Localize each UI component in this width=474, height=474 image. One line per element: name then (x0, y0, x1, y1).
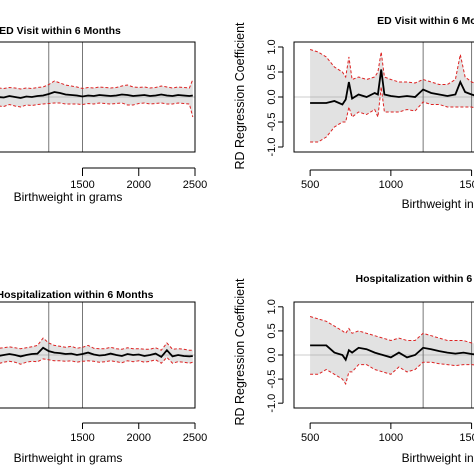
panel-title: ED Visit within 6 Months (0, 25, 121, 37)
ci-band (310, 316, 474, 384)
ci-band (0, 79, 193, 117)
y-tick-label: 0.5 (266, 64, 278, 79)
x-tick-label: 2000 (127, 179, 151, 191)
y-tick-label: 1.0 (266, 39, 278, 54)
x-tick-label: 1500 (70, 179, 94, 191)
x-tick-label: 2000 (127, 432, 151, 444)
panel-frame (0, 41, 196, 153)
x-tick-label: 1500 (70, 432, 94, 444)
estimate-line (310, 69, 474, 106)
estimate-line (0, 346, 193, 359)
y-tick-label: 0.5 (266, 323, 278, 338)
panel-frame (293, 301, 474, 409)
estimate-line (310, 344, 474, 362)
y-tick-label: 0.0 (266, 347, 278, 362)
y-tick-label: -1.0 (266, 394, 278, 413)
x-tick-label: 1000 (379, 179, 403, 191)
x-tick-label: 500 (301, 432, 319, 444)
x-axis-label: Birthweight in grams (14, 451, 123, 465)
x-axis-label: Birthweight in grams (14, 190, 123, 204)
x-tick-label: 500 (301, 179, 319, 191)
y-tick-label: 1.0 (266, 299, 278, 314)
x-axis-label: Birthweight in grams (402, 197, 474, 211)
lower-ci-line (310, 86, 474, 143)
x-axis-label: Birthweight in grams (402, 451, 474, 465)
ci-band (0, 338, 193, 365)
x-tick-label: 2500 (183, 179, 207, 191)
lower-ci-line (0, 356, 193, 365)
panel-title: Hospitalization within 6 Months (0, 289, 154, 301)
chart-panel-3: Hospitalization within 6 Months 1500 2000 2… (0, 289, 207, 465)
panel-title: ED Visit within 6 Months (377, 15, 474, 27)
lower-ci-line (0, 102, 194, 118)
chart-panel-2: ED Visit within 6 Months 500 1000 1500 Birth… (233, 15, 474, 211)
x-tick-label: 2500 (183, 432, 207, 444)
upper-ci-line (0, 79, 194, 90)
panel-frame (0, 301, 196, 409)
plot-area (0, 302, 195, 408)
y-tick-label: -0.5 (266, 113, 278, 132)
plot-area (294, 302, 474, 408)
plot-area (294, 42, 474, 152)
y-tick-label: 0.0 (266, 89, 278, 104)
x-tick-label: 1000 (379, 432, 403, 444)
lower-ci-line (310, 361, 474, 386)
estimate-line (0, 91, 193, 99)
y-axis-label: RD Regression Coefficient (233, 278, 247, 426)
chart-panel-1: ED Visit within 6 Months 1500 2000 2500 Birt… (0, 25, 207, 204)
y-tick-label: -0.5 (266, 370, 278, 389)
panel-frame (293, 41, 474, 153)
chart-panel-4: Hospitalization within 6 Months 500 1000 15… (233, 273, 474, 465)
plot-area (0, 42, 195, 152)
x-tick-label: 1500 (459, 179, 474, 191)
upper-ci-line (0, 337, 193, 351)
x-tick-label: 1500 (459, 432, 474, 444)
panel-title: Hospitalization within 6 Months (356, 273, 474, 285)
y-axis-label: RD Regression Coefficient (233, 22, 247, 170)
y-tick-label: -1.0 (266, 138, 278, 157)
